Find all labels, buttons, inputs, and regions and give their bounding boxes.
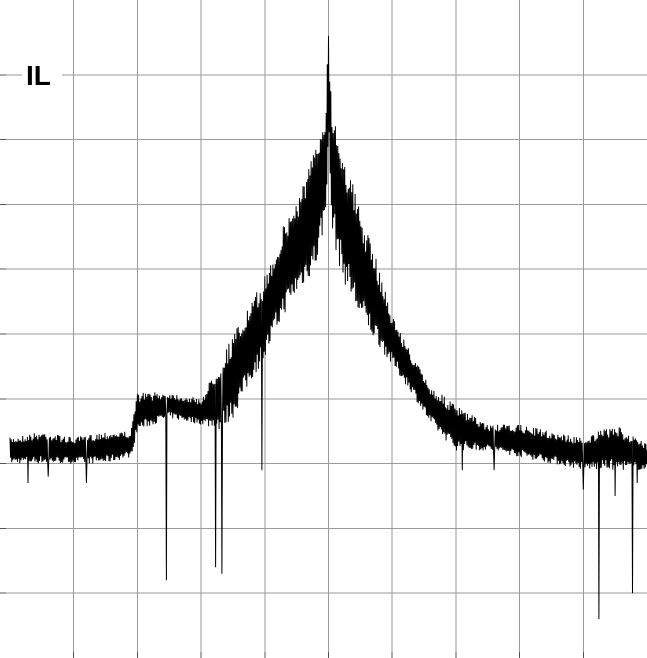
tick-marks: [0, 74, 584, 658]
title-backdrop: [22, 56, 62, 90]
trace-line: [9, 35, 647, 620]
chart-title: IL: [26, 60, 51, 91]
